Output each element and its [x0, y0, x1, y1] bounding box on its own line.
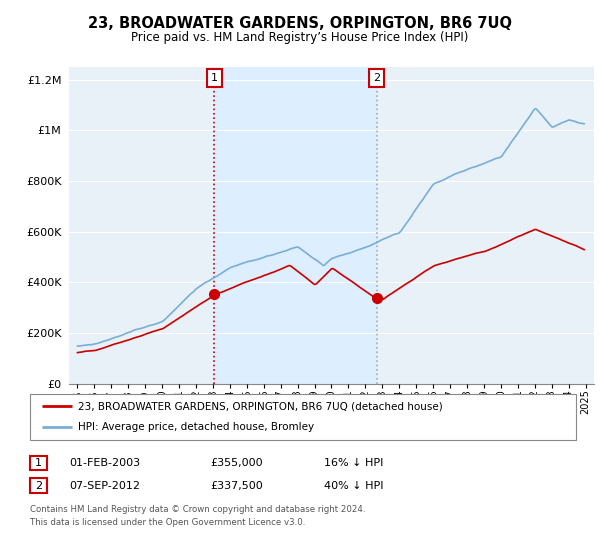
Text: 07-SEP-2012: 07-SEP-2012 — [69, 480, 140, 491]
Text: 23, BROADWATER GARDENS, ORPINGTON, BR6 7UQ (detached house): 23, BROADWATER GARDENS, ORPINGTON, BR6 7… — [78, 401, 443, 411]
Text: 40% ↓ HPI: 40% ↓ HPI — [324, 480, 383, 491]
Text: 16% ↓ HPI: 16% ↓ HPI — [324, 458, 383, 468]
Text: £355,000: £355,000 — [210, 458, 263, 468]
Text: HPI: Average price, detached house, Bromley: HPI: Average price, detached house, Brom… — [78, 422, 314, 432]
Bar — [214, 67, 377, 384]
Text: 2: 2 — [373, 73, 380, 83]
Text: 2: 2 — [35, 480, 42, 491]
Text: 1: 1 — [35, 458, 42, 468]
Text: 23, BROADWATER GARDENS, ORPINGTON, BR6 7UQ: 23, BROADWATER GARDENS, ORPINGTON, BR6 7… — [88, 16, 512, 31]
Text: Price paid vs. HM Land Registry’s House Price Index (HPI): Price paid vs. HM Land Registry’s House … — [131, 31, 469, 44]
Text: 1: 1 — [211, 73, 218, 83]
Text: Contains HM Land Registry data © Crown copyright and database right 2024.
This d: Contains HM Land Registry data © Crown c… — [30, 505, 365, 526]
Text: 01-FEB-2003: 01-FEB-2003 — [69, 458, 140, 468]
Text: £337,500: £337,500 — [210, 480, 263, 491]
